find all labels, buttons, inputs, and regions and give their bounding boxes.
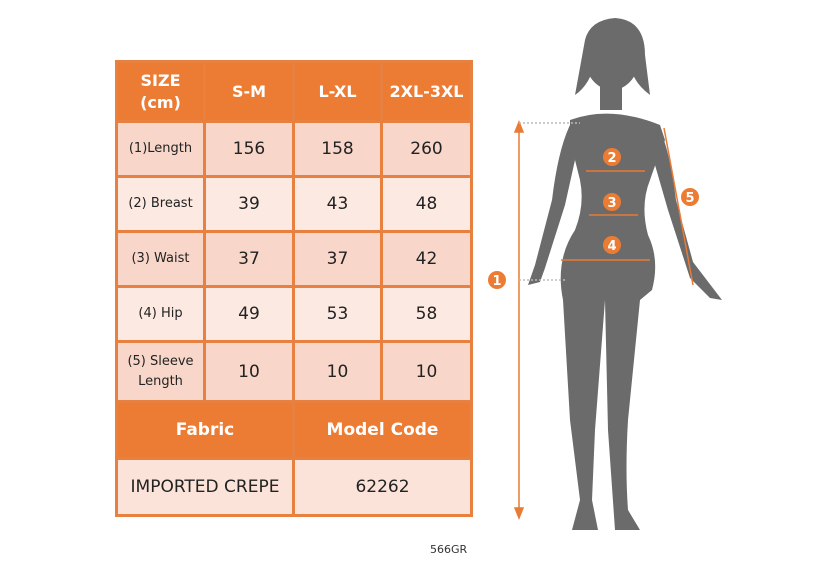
measurement-lines (513, 119, 694, 521)
fabric-header-row: Fabric Model Code (115, 400, 473, 460)
label-line: (5) Sleeve (127, 353, 194, 369)
col-l-xl: L-XL (292, 60, 383, 123)
cell: 42 (380, 230, 473, 288)
header-row: SIZE (cm) S-M L-XL 2XL-3XL (115, 60, 473, 123)
col-s-m: S-M (203, 60, 295, 123)
fabric-value: IMPORTED CREPE (115, 457, 295, 517)
cell: 37 (203, 230, 295, 288)
unit-label: (cm) (140, 92, 181, 112)
svg-text:1: 1 (492, 274, 501, 289)
fabric-header: Fabric (115, 400, 295, 460)
table-row: (2) Breast 39 43 48 (115, 175, 473, 233)
row-label: (5) Sleeve Length (115, 340, 206, 403)
table-row: (3) Waist 37 37 42 (115, 230, 473, 288)
svg-text:2: 2 (607, 151, 616, 166)
table-row: (5) Sleeve Length 10 10 10 (115, 340, 473, 403)
row-label: (4) Hip (115, 285, 206, 343)
cell: 10 (203, 340, 295, 403)
svg-text:4: 4 (607, 239, 616, 254)
row-label: (1)Length (115, 120, 206, 178)
marker-5: 5 (681, 188, 699, 206)
size-header: SIZE (cm) (115, 60, 206, 123)
marker-2: 2 (603, 148, 621, 166)
cell: 49 (203, 285, 295, 343)
svg-text:3: 3 (607, 196, 616, 211)
cell: 10 (292, 340, 383, 403)
size-label: SIZE (140, 70, 181, 90)
cell: 158 (292, 120, 383, 178)
fabric-row: IMPORTED CREPE 62262 (115, 457, 473, 517)
cell: 156 (203, 120, 295, 178)
silhouette (528, 18, 722, 531)
table-row: (1)Length 156 158 260 (115, 120, 473, 178)
product-code: 566GR (430, 543, 468, 556)
cell: 260 (380, 120, 473, 178)
label-line: Length (138, 373, 183, 389)
cell: 37 (292, 230, 383, 288)
marker-4: 4 (603, 236, 621, 254)
row-label: (3) Waist (115, 230, 206, 288)
model-code-value: 62262 (292, 457, 473, 517)
row-label: (2) Breast (115, 175, 206, 233)
cell: 48 (380, 175, 473, 233)
marker-1: 1 (488, 271, 506, 289)
cell: 43 (292, 175, 383, 233)
table-row: (4) Hip 49 53 58 (115, 285, 473, 343)
cell: 58 (380, 285, 473, 343)
model-code-header: Model Code (292, 400, 473, 460)
cell: 39 (203, 175, 295, 233)
col-2xl-3xl: 2XL-3XL (380, 60, 473, 123)
size-chart-table: SIZE (cm) S-M L-XL 2XL-3XL (1)Length 156 … (115, 60, 473, 517)
cell: 53 (292, 285, 383, 343)
cell: 10 (380, 340, 473, 403)
svg-text:5: 5 (685, 191, 694, 206)
marker-3: 3 (603, 193, 621, 211)
